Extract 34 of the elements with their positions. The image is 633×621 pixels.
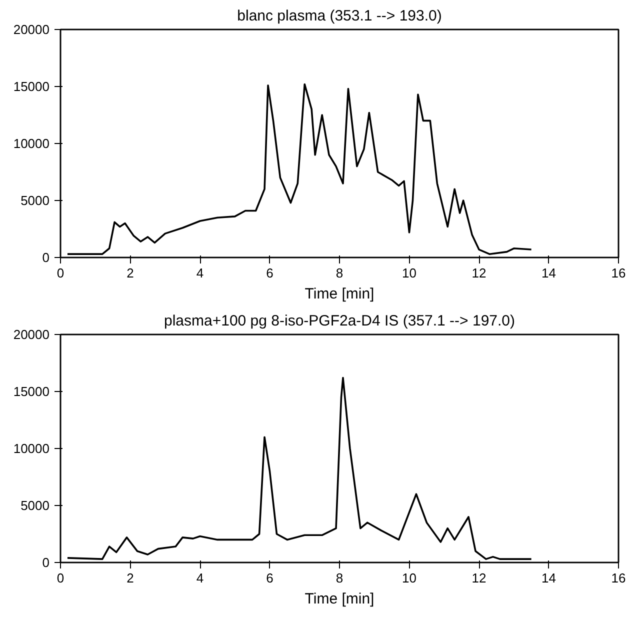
y-tick-label: 5000 xyxy=(20,498,50,513)
y-tick-label: 20000 xyxy=(13,22,50,37)
x-tick-label: 16 xyxy=(611,266,626,280)
x-tick-label: 6 xyxy=(266,266,274,280)
y-tick-label: 0 xyxy=(42,250,50,265)
x-axis-title: Time [min] xyxy=(304,286,374,302)
y-tick-label: 0 xyxy=(42,555,50,570)
x-tick-label: 0 xyxy=(56,266,64,280)
x-tick-label: 4 xyxy=(196,266,204,280)
y-tick-label: 15000 xyxy=(13,384,50,399)
y-tick-label: 15000 xyxy=(13,79,50,94)
x-tick-label: 2 xyxy=(126,570,134,586)
x-tick-label: 10 xyxy=(402,570,416,586)
x-tick-label: 14 xyxy=(542,266,556,280)
y-tick-label: 10000 xyxy=(13,136,50,151)
line-series xyxy=(66,376,532,560)
x-tick-label: 8 xyxy=(336,570,344,586)
x-tick-label: 6 xyxy=(266,570,274,586)
x-tick-label: 12 xyxy=(472,266,486,280)
x-axis-title: Time [min] xyxy=(304,590,374,608)
y-tick-label: 5000 xyxy=(20,193,50,208)
chart-title: plasma+100 pg 8-iso-PGF2a-D4 IS (357.1 --> 197.0) xyxy=(164,312,516,330)
line-series xyxy=(66,83,532,255)
y-tick-label: 10000 xyxy=(13,441,50,456)
x-tick-label: 4 xyxy=(196,570,204,586)
x-tick-label: 2 xyxy=(126,266,134,280)
x-tick-label: 0 xyxy=(56,570,64,586)
x-tick-label: 10 xyxy=(402,266,416,280)
x-tick-label: 8 xyxy=(336,266,344,280)
x-tick-label: 12 xyxy=(472,570,486,586)
x-tick-label: 16 xyxy=(611,570,626,586)
y-tick-label: 20000 xyxy=(13,327,50,342)
x-tick-label: 14 xyxy=(542,570,556,586)
chart-title: blanc plasma (353.1 --> 193.0) xyxy=(237,8,442,24)
